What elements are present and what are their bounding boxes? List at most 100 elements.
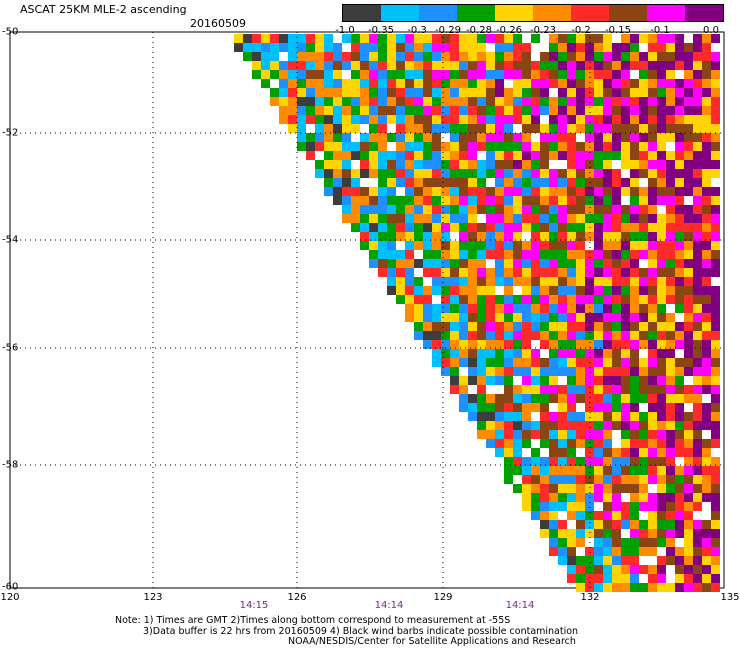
- data-pixel: [648, 331, 657, 340]
- data-pixel: [477, 232, 486, 241]
- data-pixel: [612, 331, 621, 340]
- data-pixel: [333, 70, 342, 79]
- data-pixel: [657, 70, 666, 79]
- data-pixel: [576, 511, 585, 520]
- data-pixel: [513, 331, 522, 340]
- data-pixel: [693, 205, 702, 214]
- data-pixel: [369, 97, 378, 106]
- data-pixel: [288, 124, 297, 133]
- data-pixel: [396, 133, 405, 142]
- data-pixel: [306, 133, 315, 142]
- data-pixel: [648, 259, 657, 268]
- data-pixel: [522, 322, 531, 331]
- data-pixel: [504, 331, 513, 340]
- data-pixel: [702, 412, 711, 421]
- data-pixel: [414, 34, 423, 43]
- data-pixel: [693, 34, 702, 43]
- data-pixel: [702, 277, 711, 286]
- data-pixel: [621, 205, 630, 214]
- data-pixel: [594, 79, 603, 88]
- data-pixel: [423, 205, 432, 214]
- data-pixel: [360, 232, 369, 241]
- data-pixel: [594, 439, 603, 448]
- data-pixel: [396, 169, 405, 178]
- data-pixel: [567, 529, 576, 538]
- data-pixel: [513, 187, 522, 196]
- data-pixel: [486, 160, 495, 169]
- data-pixel: [657, 502, 666, 511]
- data-pixel: [558, 214, 567, 223]
- data-pixel: [306, 124, 315, 133]
- data-pixel: [567, 151, 576, 160]
- data-pixel: [693, 151, 702, 160]
- data-pixel: [423, 52, 432, 61]
- data-pixel: [702, 178, 711, 187]
- data-pixel: [351, 34, 360, 43]
- data-pixel: [675, 52, 684, 61]
- data-pixel: [477, 43, 486, 52]
- data-pixel: [684, 475, 693, 484]
- data-pixel: [477, 214, 486, 223]
- data-pixel: [486, 439, 495, 448]
- data-pixel: [360, 169, 369, 178]
- data-pixel: [450, 178, 459, 187]
- data-pixel: [612, 295, 621, 304]
- data-pixel: [576, 448, 585, 457]
- data-pixel: [603, 556, 612, 565]
- data-pixel: [657, 169, 666, 178]
- data-pixel: [585, 241, 594, 250]
- data-pixel: [387, 169, 396, 178]
- data-pixel: [558, 412, 567, 421]
- data-pixel: [396, 124, 405, 133]
- data-pixel: [549, 466, 558, 475]
- data-pixel: [315, 115, 324, 124]
- data-pixel: [675, 349, 684, 358]
- data-pixel: [486, 304, 495, 313]
- data-pixel: [585, 394, 594, 403]
- data-pixel: [387, 43, 396, 52]
- data-pixel: [477, 151, 486, 160]
- data-pixel: [684, 52, 693, 61]
- data-pixel: [711, 502, 720, 511]
- data-pixel: [567, 160, 576, 169]
- data-pixel: [594, 322, 603, 331]
- data-pixel: [639, 502, 648, 511]
- data-pixel: [657, 412, 666, 421]
- data-pixel: [603, 511, 612, 520]
- data-pixel: [612, 268, 621, 277]
- data-pixel: [657, 250, 666, 259]
- data-pixel: [522, 97, 531, 106]
- data-pixel: [531, 133, 540, 142]
- lon-label: 135: [720, 592, 740, 603]
- data-pixel: [567, 214, 576, 223]
- data-pixel: [477, 124, 486, 133]
- data-pixel: [675, 340, 684, 349]
- data-pixel: [693, 187, 702, 196]
- data-pixel: [585, 457, 594, 466]
- data-pixel: [342, 70, 351, 79]
- data-pixel: [468, 205, 477, 214]
- data-pixel: [693, 295, 702, 304]
- data-pixel: [513, 214, 522, 223]
- data-pixel: [486, 340, 495, 349]
- data-pixel: [675, 151, 684, 160]
- data-pixel: [315, 70, 324, 79]
- legend-label: -0.2: [571, 25, 591, 36]
- data-pixel: [405, 133, 414, 142]
- data-pixel: [468, 250, 477, 259]
- data-pixel: [459, 52, 468, 61]
- data-pixel: [369, 124, 378, 133]
- data-pixel: [630, 160, 639, 169]
- data-pixel: [405, 205, 414, 214]
- data-pixel: [594, 331, 603, 340]
- data-pixel: [684, 196, 693, 205]
- data-pixel: [693, 97, 702, 106]
- data-pixel: [513, 439, 522, 448]
- data-pixel: [531, 331, 540, 340]
- data-pixel: [378, 214, 387, 223]
- data-pixel: [567, 394, 576, 403]
- data-pixel: [594, 61, 603, 70]
- data-pixel: [234, 34, 243, 43]
- data-pixel: [648, 43, 657, 52]
- data-pixel: [468, 349, 477, 358]
